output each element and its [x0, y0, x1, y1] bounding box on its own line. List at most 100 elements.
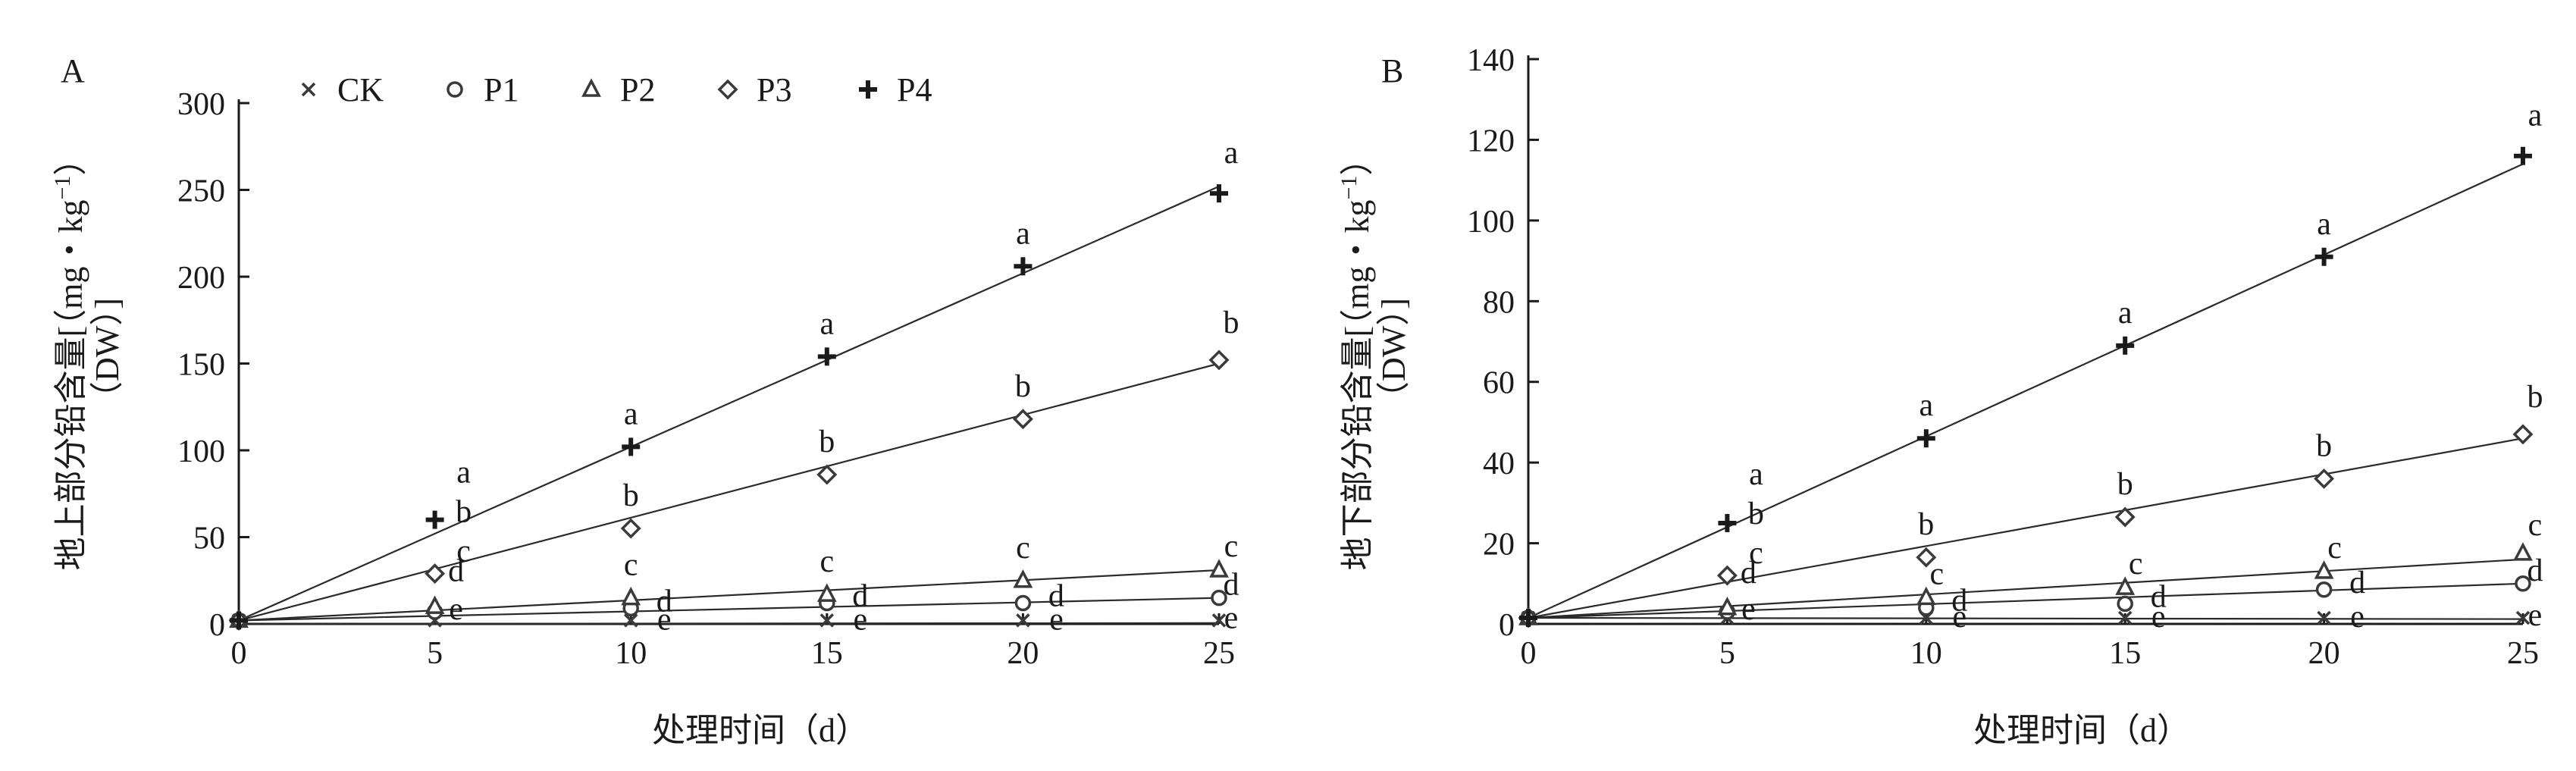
panel-a-sig-letter: a — [624, 396, 638, 431]
panel-a-point-p3 — [816, 464, 838, 485]
panel-a-point-p2 — [816, 583, 837, 602]
panel-a-y-tick-label: 50 — [193, 522, 225, 556]
panel-b-point-p4 — [2314, 247, 2333, 266]
panel-b-y-tick-label: 0 — [1499, 608, 1515, 643]
panel-a-point-p2 — [1013, 569, 1033, 588]
panel-b-point-p1 — [2315, 581, 2333, 598]
panel-b-fit-line-p3 — [1528, 437, 2524, 619]
panel-a-y-tick-label: 150 — [177, 348, 225, 383]
panel-b-x-tick-label: 0 — [1521, 636, 1537, 671]
panel-b-x-axis-label: 处理时间（d） — [1973, 712, 2190, 749]
panel-a-sig-letter: a — [456, 456, 471, 490]
panel-a-label: A — [61, 52, 85, 89]
panel-b-point-ck — [2317, 610, 2331, 625]
panel-b-ylabel-line2: （DW）] — [1375, 298, 1412, 415]
panel-b-sig-letter: c — [2129, 547, 2143, 581]
panel-b-ylabel-sup: −1 — [1337, 176, 1362, 200]
panel-b-sig-letter: d — [1741, 556, 1757, 591]
panel-a-sig-letter: c — [624, 548, 638, 583]
legend-marker-ck — [301, 82, 316, 97]
panel-b-x-tick-label: 20 — [2308, 636, 2340, 671]
panel-b-point-p3 — [2314, 468, 2335, 489]
panel-b-sig-letter: e — [2528, 598, 2543, 633]
panel-a-y-tick-label: 100 — [177, 434, 225, 469]
panel-a-sig-letter: b — [623, 478, 639, 513]
legend-label-p3: P3 — [757, 71, 791, 108]
panel-a-sig-letter: c — [819, 544, 834, 579]
panel-a-point-p3 — [1208, 349, 1230, 371]
panel-a-sig-letter: e — [657, 602, 672, 637]
panel-b-point-p4 — [1519, 609, 1537, 628]
panel-a-point-p1 — [1014, 594, 1032, 612]
panel-a-sig-letter: c — [456, 534, 471, 569]
panel-a-point-ck — [819, 613, 835, 628]
panel-a-x-tick-label: 0 — [231, 636, 247, 671]
panel-a-sig-letter: d — [448, 554, 464, 589]
panel-a-chart: A 地上部分铅含量[（mg・kg−1） （DW）] 处理时间（d） CK P1 P2… — [50, 52, 1239, 749]
panel-b-ylabel-part1: 地下部分铅含量[（mg・kg — [1339, 200, 1376, 571]
panel-b-sig-letter: d — [1951, 584, 1967, 619]
panel-b-point-p3 — [1916, 547, 1937, 568]
panel-a-point-p3 — [620, 518, 641, 539]
panel-a-fit-line-p3 — [238, 362, 1220, 622]
panel-b-sig-letter: c — [1929, 556, 1944, 591]
panel-a-ylabel-end: ） — [52, 143, 89, 176]
panel-a-sig-letter: d — [1048, 579, 1064, 614]
panel-b-sig-letter: e — [2151, 600, 2166, 635]
panel-b-point-p4 — [2116, 336, 2135, 355]
panel-a-point-p4 — [1014, 257, 1033, 276]
panel-a-x-tick-label: 15 — [811, 636, 843, 671]
panel-a-point-p4 — [230, 611, 248, 630]
panel-a-point-p2 — [1209, 559, 1229, 578]
panel-b-sig-letter: b — [2117, 467, 2133, 502]
panel-a-x-tick-label: 20 — [1007, 636, 1039, 671]
panel-b-x-tick-label: 5 — [1719, 636, 1735, 671]
panel-a-sig-letter: b — [1015, 369, 1031, 404]
panel-b-sig-letter: e — [2350, 600, 2364, 635]
panel-b-point-ck — [2117, 610, 2133, 625]
panel-a-x-axis-label: 处理时间（d） — [652, 712, 869, 749]
panel-b-sig-letter: a — [2317, 207, 2331, 242]
panel-a-point-ck — [1211, 613, 1227, 628]
panel-a-sig-letter: e — [1049, 602, 1064, 637]
legend-label-ck: CK — [337, 71, 384, 108]
panel-b-fit-line-p1 — [1528, 582, 2524, 619]
panel-a-fit-line-p2 — [238, 569, 1220, 622]
panel-b-x-tick-label: 25 — [2507, 636, 2539, 671]
panel-b-sig-letter: d — [2527, 553, 2543, 588]
legend-label-p1: P1 — [484, 71, 519, 108]
legend-marker-p4 — [859, 80, 877, 99]
panel-b-sig-letter: a — [2528, 99, 2543, 133]
panel-a-ylabel-line2: （DW）] — [89, 298, 126, 415]
panel-b-sig-letter: b — [1918, 507, 1934, 542]
panel-b-fit-line-p2 — [1528, 558, 2524, 619]
panel-a-point-p1 — [1211, 589, 1227, 606]
legend-label-p4: P4 — [897, 71, 932, 108]
panel-a-sig-letter: a — [819, 306, 834, 341]
panel-a-x-tick-label: 25 — [1203, 636, 1235, 671]
panel-b-y-tick-label: 140 — [1467, 43, 1515, 78]
panel-a-sig-letter: b — [456, 495, 472, 530]
panel-b-point-p2 — [1717, 596, 1738, 616]
panel-a-legend: CK P1 P2 P3 P4 — [301, 71, 932, 108]
panel-b-point-p1 — [2117, 595, 2133, 613]
panel-b-sig-letter: e — [1952, 600, 1966, 635]
panel-b-point-p4 — [2514, 146, 2532, 165]
panel-b-y-tick-label: 120 — [1467, 124, 1515, 158]
panel-b-point-ck — [2515, 610, 2531, 625]
panel-b-sig-letter: b — [2527, 380, 2543, 415]
panel-a-point-p3 — [1012, 409, 1033, 430]
panel-a-ylabel-sup: −1 — [50, 176, 75, 200]
legend-marker-p1 — [447, 81, 463, 98]
panel-a-sig-letter: e — [449, 592, 463, 627]
panel-a-sig-letter: c — [1224, 529, 1239, 564]
panel-b-x-tick-label: 10 — [1910, 636, 1942, 671]
panel-b-point-p2 — [2314, 560, 2334, 579]
panel-a-fit-line-ck — [238, 622, 1220, 625]
panel-a-sig-letter: b — [1224, 306, 1239, 340]
panel-b-point-p2 — [1916, 586, 1936, 606]
panel-a-point-p4 — [1210, 184, 1228, 203]
panel-a-point-p3 — [425, 563, 446, 585]
panel-a-y-axis-label: 地上部分铅含量[（mg・kg−1） （DW）] — [50, 143, 126, 571]
panel-a-sig-letter: b — [819, 425, 835, 459]
